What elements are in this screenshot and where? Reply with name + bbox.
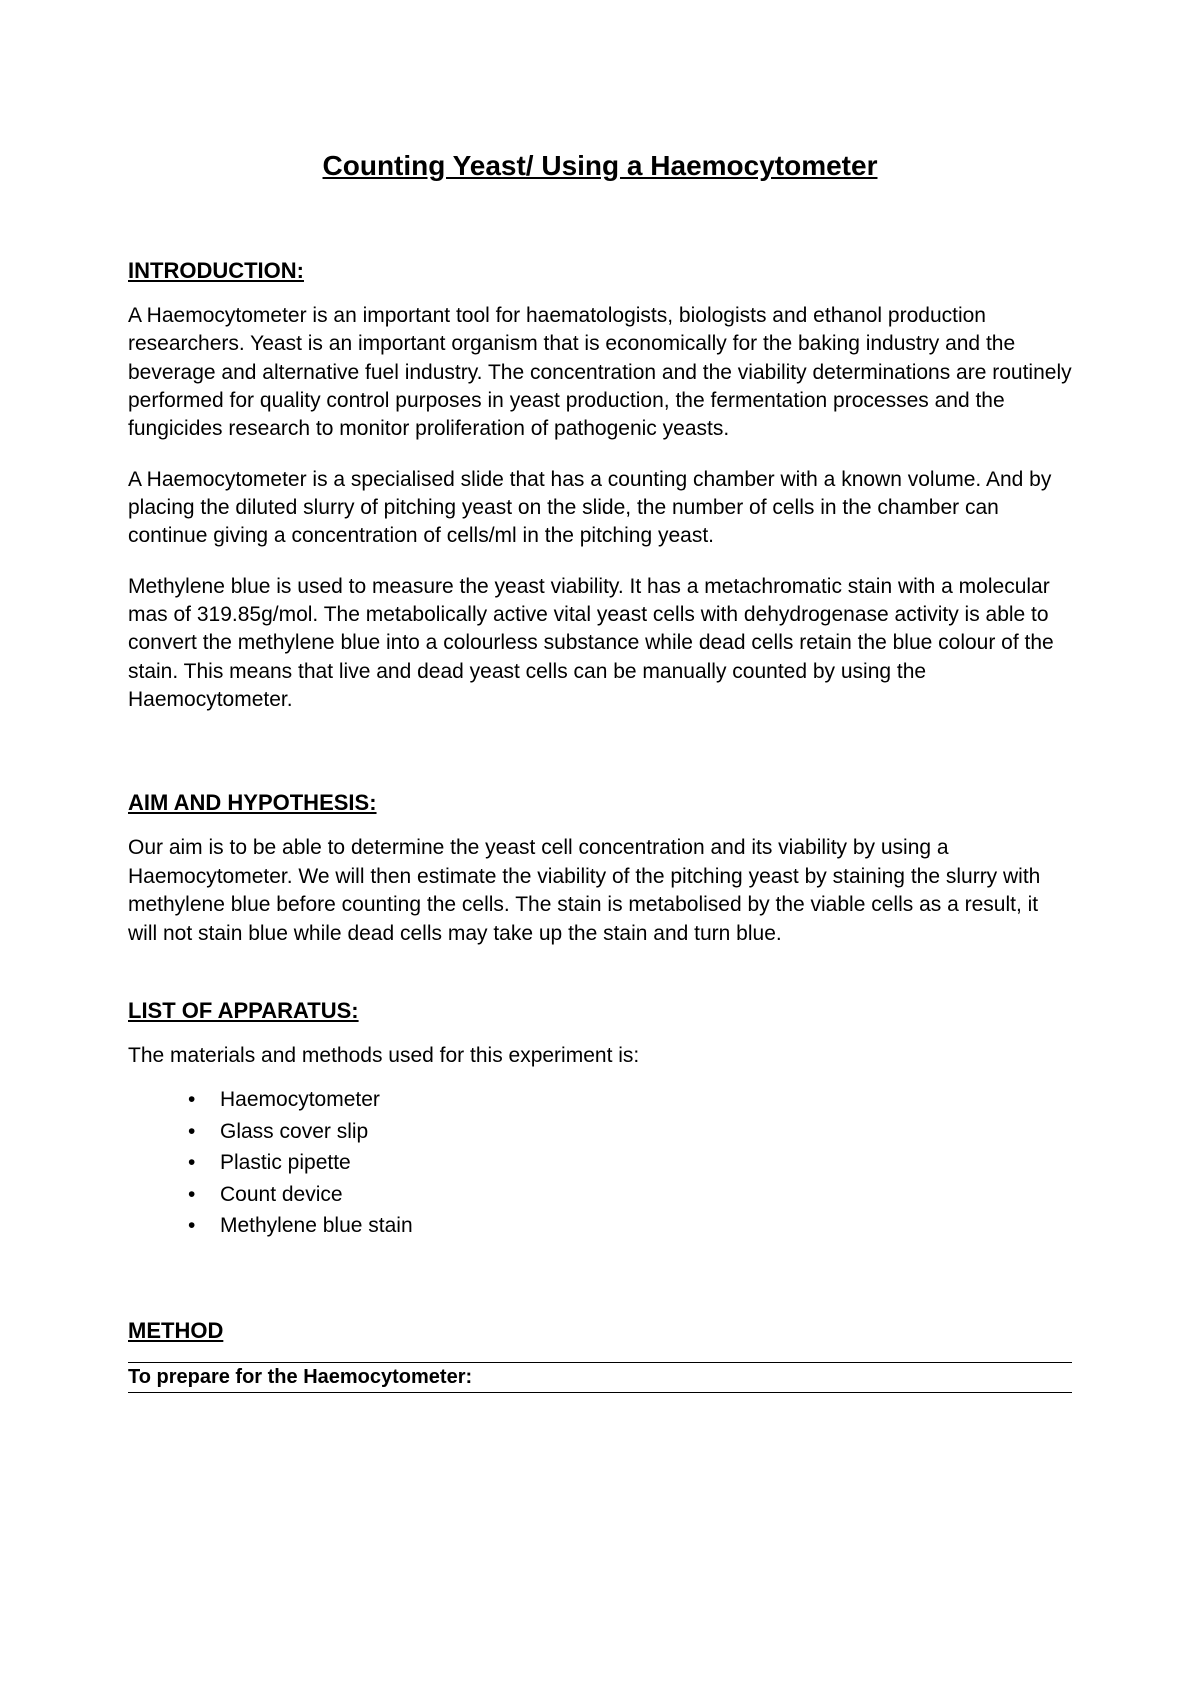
- apparatus-intro: The materials and methods used for this …: [128, 1042, 1072, 1070]
- intro-heading: INTRODUCTION:: [128, 258, 1072, 284]
- aim-paragraph: Our aim is to be able to determine the y…: [128, 834, 1072, 947]
- method-subheading: To prepare for the Haemocytometer:: [128, 1362, 1072, 1393]
- intro-paragraph-2: A Haemocytometer is a specialised slide …: [128, 466, 1072, 551]
- intro-paragraph-1: A Haemocytometer is an important tool fo…: [128, 302, 1072, 444]
- list-item: Methylene blue stain: [188, 1210, 1072, 1242]
- list-item: Count device: [188, 1179, 1072, 1211]
- intro-paragraph-3: Methylene blue is used to measure the ye…: [128, 573, 1072, 715]
- apparatus-heading: LIST OF APPARATUS:: [128, 998, 1072, 1024]
- document-title: Counting Yeast/ Using a Haemocytometer: [128, 150, 1072, 182]
- aim-heading: AIM AND HYPOTHESIS:: [128, 790, 1072, 816]
- list-item: Haemocytometer: [188, 1084, 1072, 1116]
- list-item: Glass cover slip: [188, 1116, 1072, 1148]
- method-heading: METHOD: [128, 1318, 1072, 1344]
- apparatus-list: Haemocytometer Glass cover slip Plastic …: [128, 1084, 1072, 1242]
- document-page: Counting Yeast/ Using a Haemocytometer I…: [0, 0, 1200, 1493]
- list-item: Plastic pipette: [188, 1147, 1072, 1179]
